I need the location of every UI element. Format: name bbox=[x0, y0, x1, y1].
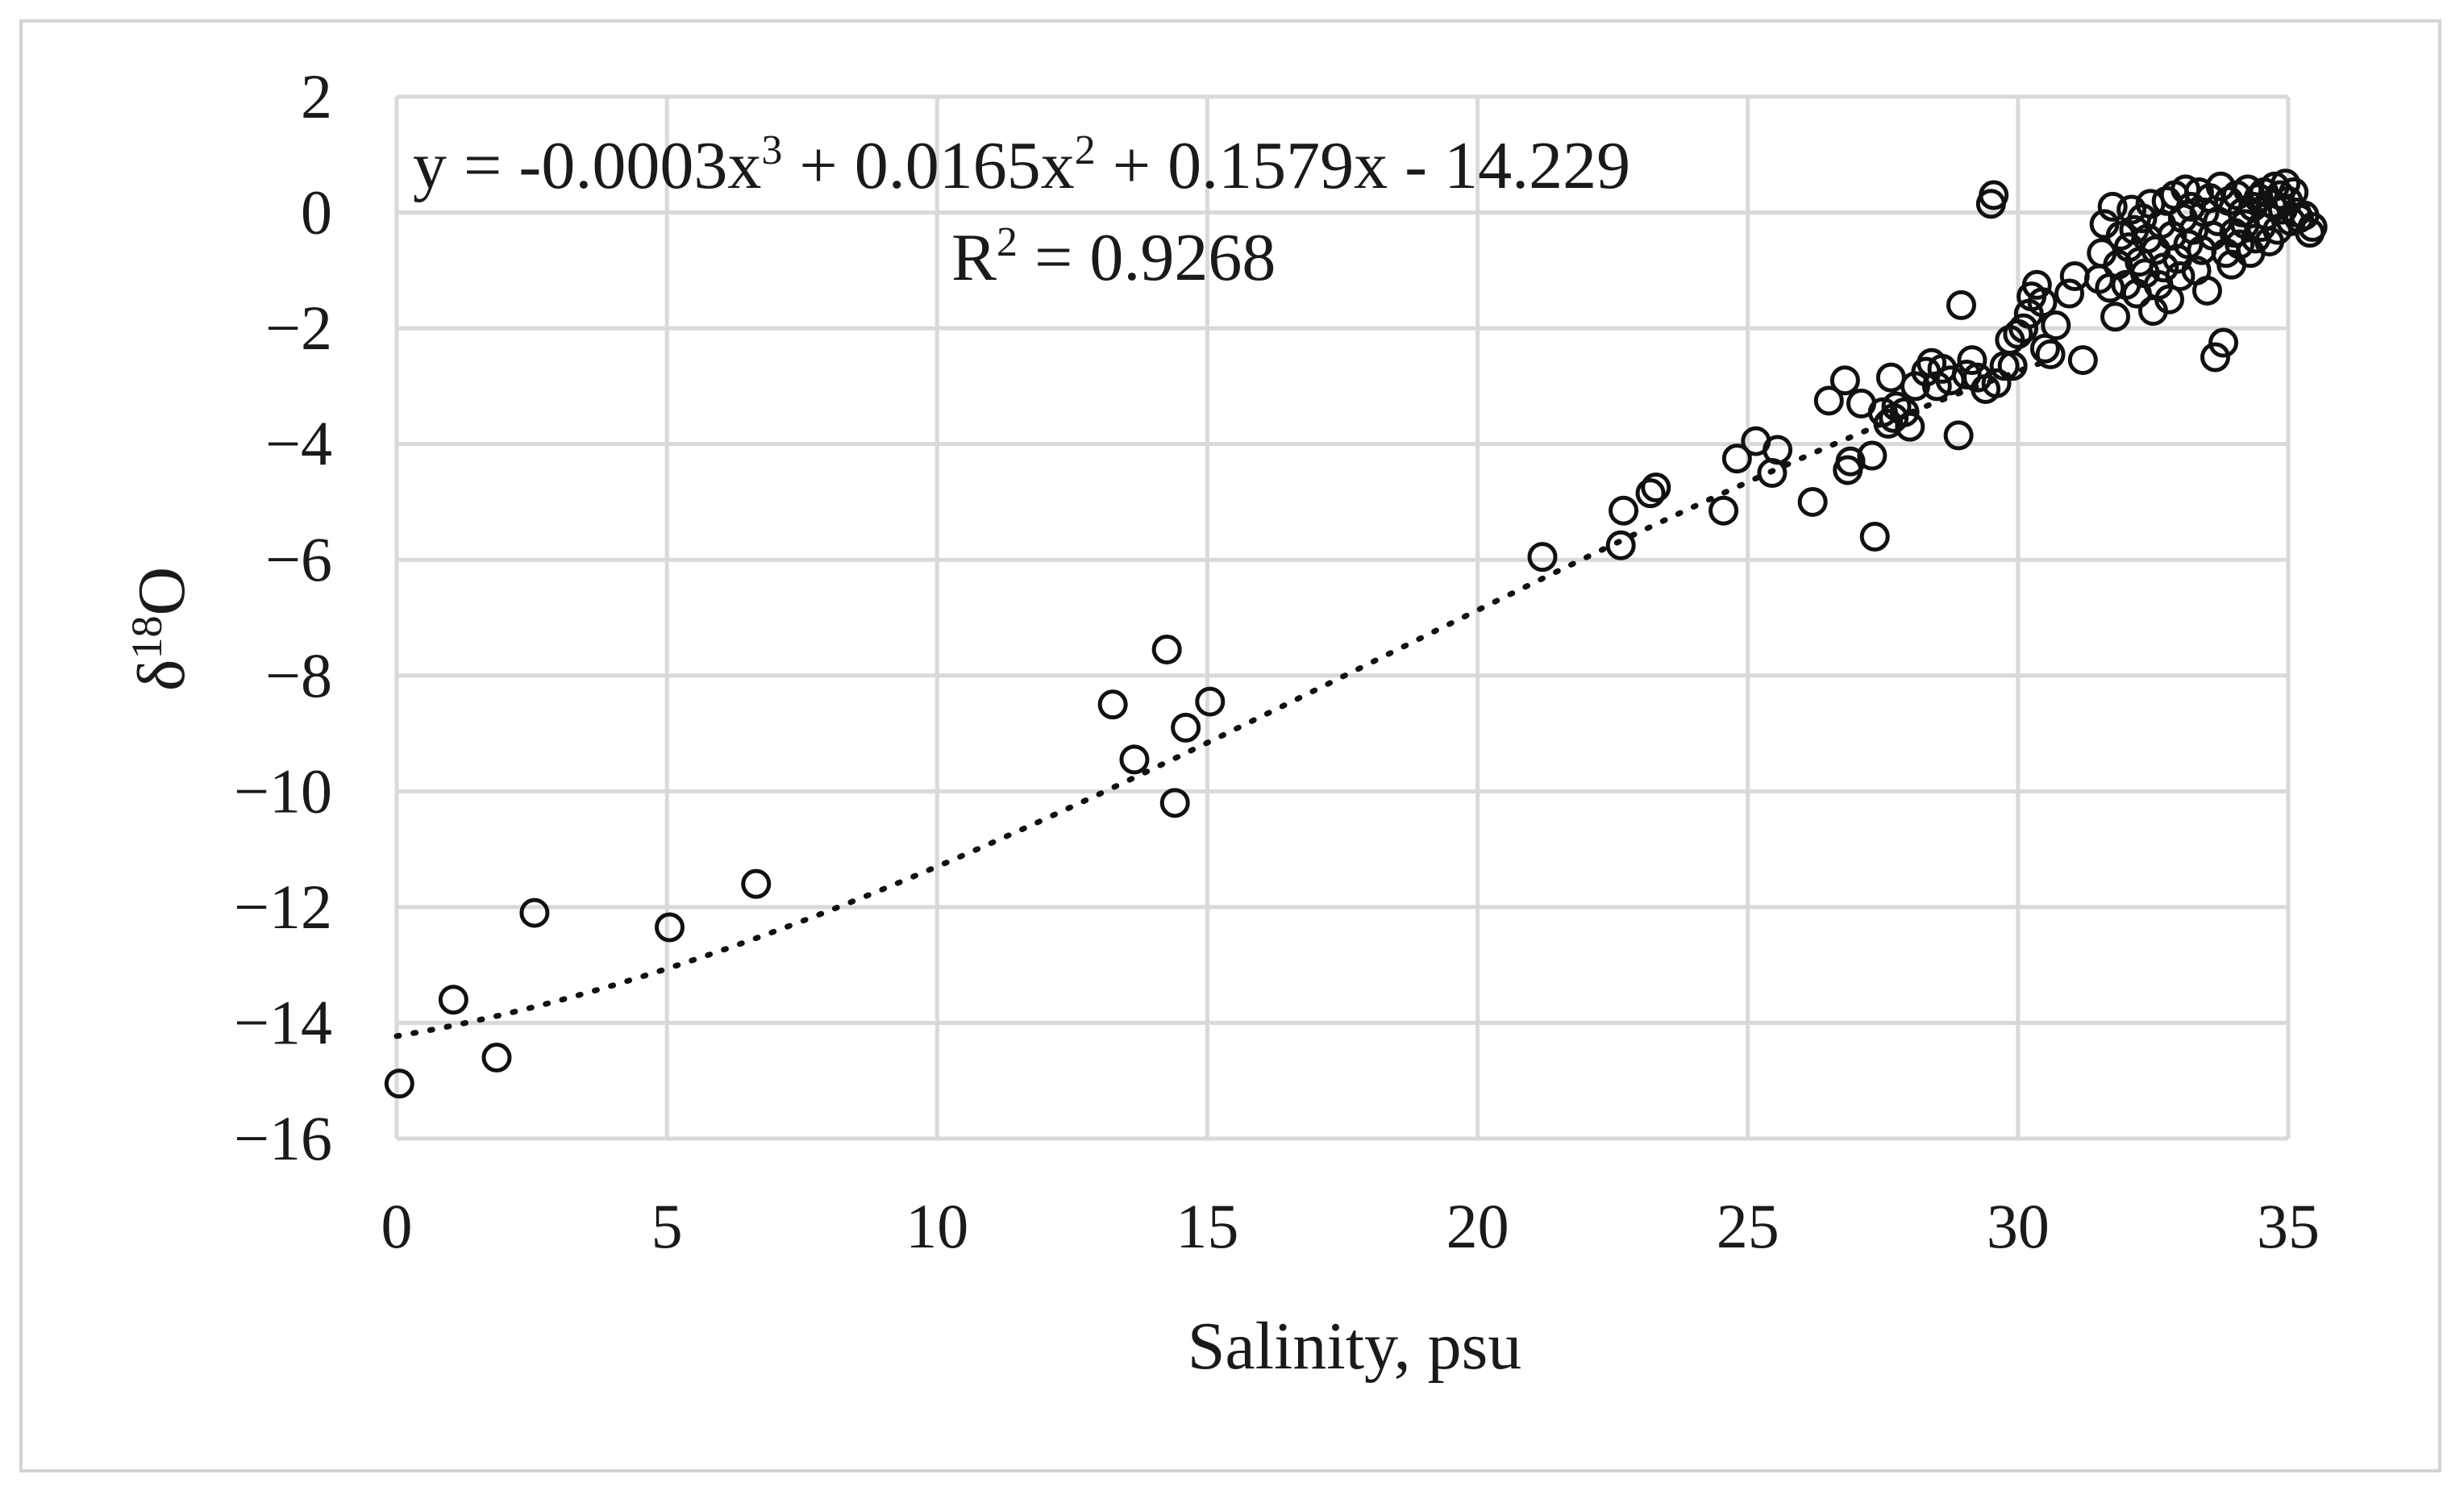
data-point bbox=[2021, 269, 2052, 300]
trendline-layer bbox=[393, 358, 2048, 1039]
data-point bbox=[2191, 275, 2222, 306]
data-point bbox=[1921, 371, 1952, 402]
data-point bbox=[2175, 191, 2206, 222]
data-point bbox=[1171, 712, 1201, 743]
y-tick-label: 2 bbox=[301, 61, 332, 131]
data-point bbox=[1159, 788, 1190, 818]
data-point bbox=[1605, 530, 1636, 560]
data-point bbox=[2035, 339, 2066, 369]
data-point bbox=[519, 897, 550, 928]
x-tick-label: 25 bbox=[1717, 1191, 1779, 1261]
data-point bbox=[1641, 473, 1671, 502]
x-tick-label: 35 bbox=[2257, 1191, 2320, 1261]
data-point bbox=[2208, 327, 2239, 358]
data-point bbox=[2097, 191, 2128, 222]
data-point bbox=[1813, 385, 1844, 416]
y-tick-label: −14 bbox=[234, 987, 332, 1057]
y-tick-label: −10 bbox=[234, 756, 332, 826]
data-point bbox=[1859, 522, 1890, 552]
data-point bbox=[1881, 391, 1912, 422]
data-point bbox=[1946, 289, 1976, 320]
x-tick-label: 30 bbox=[1987, 1191, 2050, 1261]
data-point bbox=[1609, 495, 1639, 526]
data-point bbox=[1957, 345, 1987, 376]
data-point bbox=[1981, 368, 2012, 398]
data-point bbox=[1829, 365, 1860, 396]
data-point bbox=[1797, 486, 1828, 517]
y-tick-label: −2 bbox=[265, 293, 332, 363]
y-tick-label: −12 bbox=[234, 872, 332, 942]
data-point bbox=[2054, 278, 2085, 309]
ticks-layer: 0 5 10 15 20 25 30 35 −16 −14 −12 −10 −8 −6 −4 −2 0 2 bbox=[234, 61, 2320, 1261]
data-point bbox=[1195, 686, 1226, 717]
data-point bbox=[1527, 542, 1558, 573]
data-point bbox=[2297, 212, 2328, 242]
y-tick-label: −6 bbox=[265, 524, 332, 594]
x-tick-label: 20 bbox=[1446, 1191, 1509, 1261]
data-point bbox=[2127, 203, 2158, 234]
data-point bbox=[2067, 345, 2098, 376]
data-point bbox=[2008, 313, 2039, 344]
chart-frame bbox=[19, 19, 2441, 1472]
polynomial-trendline bbox=[393, 358, 2048, 1039]
data-point bbox=[438, 985, 468, 1015]
data-point bbox=[1997, 351, 2028, 381]
data-point bbox=[1889, 397, 1920, 427]
data-point bbox=[2059, 261, 2090, 292]
data-point bbox=[1721, 444, 1752, 474]
grid-layer bbox=[394, 94, 2291, 1141]
data-point bbox=[1119, 744, 1150, 775]
data-point bbox=[2270, 169, 2301, 199]
data-point bbox=[2041, 310, 2071, 341]
trendline-equation: y = -0.0003x3 + 0.0165x2 + 0.1579x - 14.… bbox=[413, 127, 1630, 203]
x-tick-label: 0 bbox=[381, 1191, 413, 1261]
data-point bbox=[1709, 495, 1739, 526]
data-point bbox=[1763, 435, 1793, 465]
x-tick-label: 5 bbox=[651, 1191, 683, 1261]
data-point bbox=[1979, 180, 2009, 210]
data-point bbox=[2027, 287, 2058, 318]
x-tick-label: 15 bbox=[1176, 1191, 1238, 1261]
data-point bbox=[1895, 411, 1925, 442]
y-tick-label: 0 bbox=[301, 177, 332, 248]
data-point bbox=[2200, 342, 2231, 373]
data-point bbox=[2165, 261, 2196, 292]
data-point bbox=[1943, 420, 1974, 451]
data-point bbox=[481, 1043, 512, 1073]
data-point bbox=[1835, 446, 1866, 477]
x-axis-title: Salinity, psu bbox=[1188, 1309, 1522, 1384]
data-point bbox=[654, 912, 685, 943]
data-point bbox=[1875, 362, 1906, 393]
data-point bbox=[1857, 440, 1888, 471]
y-tick-label: −8 bbox=[265, 640, 332, 710]
data-point bbox=[741, 868, 772, 899]
data-point bbox=[1097, 689, 1128, 720]
data-point bbox=[1635, 478, 1666, 509]
x-tick-label: 10 bbox=[905, 1191, 968, 1261]
data-point bbox=[2100, 302, 2131, 332]
y-axis-title: δ18O bbox=[123, 567, 199, 691]
y-tick-label: −4 bbox=[265, 409, 332, 479]
y-tick-label: −16 bbox=[234, 1103, 332, 1173]
points-layer bbox=[384, 169, 2328, 1099]
r-squared-label: R2 = 0.9268 bbox=[951, 219, 1276, 295]
data-point bbox=[1151, 634, 1182, 664]
data-point bbox=[384, 1068, 414, 1099]
